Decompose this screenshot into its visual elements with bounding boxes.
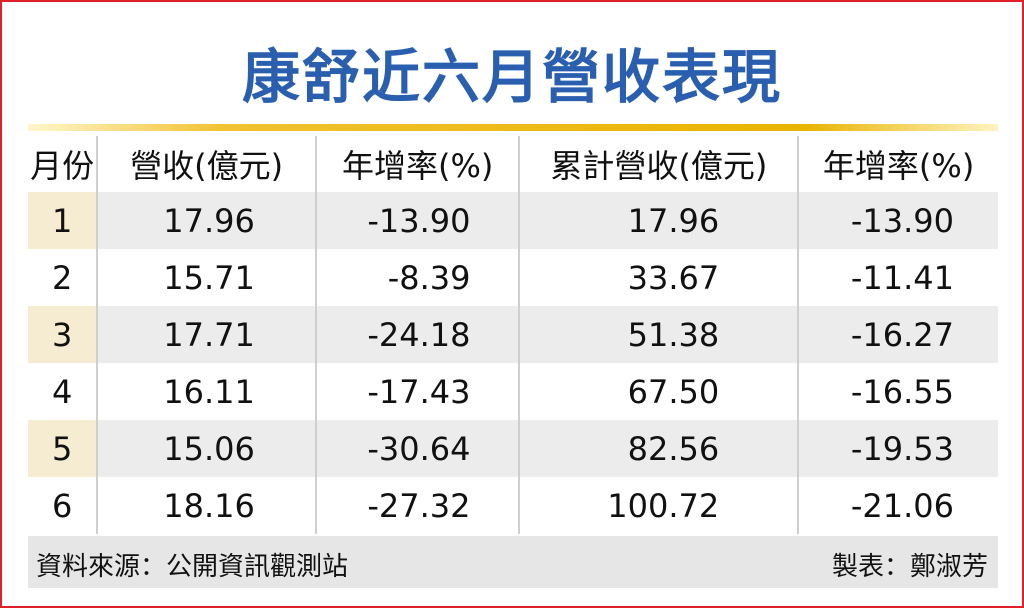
cell: -11.41 <box>797 249 998 306</box>
cell: 1 <box>28 192 98 249</box>
cell: 16.11 <box>96 363 316 420</box>
cell: 17.96 <box>96 192 316 249</box>
cell: -16.55 <box>797 363 998 420</box>
header-cell: 營收(億元) <box>96 136 316 192</box>
cell: -13.90 <box>314 192 520 249</box>
data-row: 2 15.71 -8.39 33.67 -11.41 <box>28 249 998 306</box>
cell: 2 <box>51 258 73 297</box>
cell: 17.71 <box>96 306 316 363</box>
cell: 82.56 <box>518 420 799 477</box>
cell: 100.72 <box>518 477 799 534</box>
cell: 67.50 <box>518 363 799 420</box>
cell: 51.38 <box>518 306 799 363</box>
data-row: 1 17.96 -13.90 17.96 -13.90 <box>28 192 998 249</box>
header-cell: 累計營收(億元) <box>518 136 799 192</box>
title: 康舒近六月營收表現 <box>241 43 782 111</box>
footer: 資料來源：公開資訊觀測站 製表：鄭淑芳 <box>28 536 998 588</box>
header-cell: 年增率(%) <box>314 136 520 192</box>
data-row: 5 15.06 -30.64 82.56 -19.53 <box>28 420 998 477</box>
header-cell: 月份 <box>30 147 95 185</box>
cell: -24.18 <box>314 306 520 363</box>
cell: 17.96 <box>518 192 799 249</box>
cell: 15.71 <box>96 249 316 306</box>
cell: -16.27 <box>797 306 998 363</box>
cell: 18.16 <box>96 477 316 534</box>
cell: 6 <box>51 486 73 525</box>
cell: -21.06 <box>797 477 998 534</box>
cell: -17.43 <box>314 363 520 420</box>
cell: -13.90 <box>797 192 998 249</box>
cell: 15.06 <box>96 420 316 477</box>
data-row: 3 17.71 -24.18 51.38 -16.27 <box>28 306 998 363</box>
data-row: 4 16.11 -17.43 67.50 -16.55 <box>28 363 998 420</box>
header-cell: 年增率(%) <box>797 136 998 192</box>
revenue-table: 月份 營收(億元) 年增率(%) 累計營收(億元) 年增率(%) 1 17.96 -13.90… <box>28 136 998 534</box>
author: 製表：鄭淑芳 <box>831 552 988 582</box>
cell: -8.39 <box>314 249 520 306</box>
title-underline <box>28 124 998 131</box>
cell: 33.67 <box>518 249 799 306</box>
header-row: 月份 營收(億元) 年增率(%) 累計營收(億元) 年增率(%) <box>28 136 998 192</box>
cell: 3 <box>28 306 98 363</box>
cell: 4 <box>51 372 73 411</box>
cell: -30.64 <box>314 420 520 477</box>
cell: 5 <box>28 420 98 477</box>
cell: -19.53 <box>797 420 998 477</box>
cell: -27.32 <box>314 477 520 534</box>
data-row: 6 18.16 -27.32 100.72 -21.06 <box>28 477 998 534</box>
source: 資料來源：公開資訊觀測站 <box>36 552 349 582</box>
